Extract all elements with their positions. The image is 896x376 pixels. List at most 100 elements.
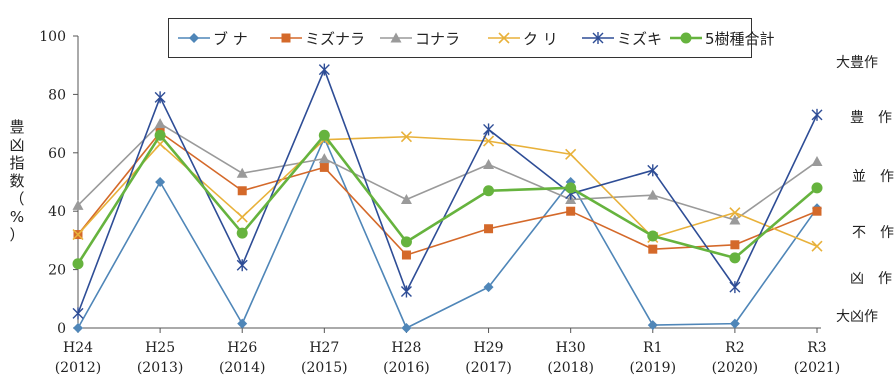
yield-band-label: 豊 作 — [850, 110, 892, 126]
data-point — [401, 323, 412, 333]
data-point — [237, 186, 247, 196]
y-axis-label-char: 指 — [9, 154, 25, 172]
data-point — [318, 153, 330, 164]
series-layer — [72, 63, 823, 333]
legend-swatch-marker — [498, 32, 510, 44]
data-point — [401, 250, 411, 260]
data-point — [811, 108, 823, 121]
data-point — [400, 194, 412, 205]
legend-swatch — [488, 32, 520, 44]
data-point — [811, 182, 823, 194]
legend-swatch-marker — [281, 33, 291, 43]
series-line — [77, 68, 818, 314]
data-point — [730, 240, 740, 250]
y-tick-label: 80 — [48, 87, 66, 103]
y-axis-label-char: ） — [9, 226, 25, 244]
x-tick-year-label: (2013) — [137, 360, 184, 376]
data-point — [237, 318, 248, 329]
data-point — [565, 182, 577, 194]
legend-item: ク リ — [487, 19, 558, 57]
legend-item: 5樹種合計 — [669, 19, 775, 57]
data-point — [647, 164, 659, 177]
y-tick-label: 60 — [48, 146, 66, 162]
series-line — [76, 133, 818, 265]
data-point — [72, 228, 84, 241]
x-tick-year-label: (2017) — [465, 360, 512, 376]
series-line — [77, 137, 818, 329]
data-point — [73, 323, 83, 333]
data-point — [318, 129, 330, 141]
y-axis-label: 豊凶指数（%） — [6, 118, 28, 244]
x-tick-label: H29 — [474, 340, 504, 356]
data-point — [729, 214, 741, 225]
data-point — [72, 307, 84, 320]
data-point — [484, 224, 494, 234]
data-point — [729, 318, 740, 329]
data-point — [566, 206, 576, 216]
x-tick-label: H28 — [391, 340, 421, 356]
axes: 0 20 40 60 80 100 H24 (2012) H25 (2013) H26 (2014) H… — [39, 29, 840, 376]
data-point — [812, 206, 822, 216]
data-point — [648, 244, 658, 254]
data-point — [483, 185, 495, 197]
legend-label: 5樹種合計 — [705, 29, 775, 48]
y-axis-label-char: 豊 — [9, 118, 25, 136]
y-axis-label-char: 凶 — [9, 136, 25, 154]
legend-item: ミズキ — [581, 19, 662, 57]
yield-band-label: 大凶作 — [836, 309, 878, 325]
x-tick-label: R3 — [807, 340, 826, 356]
legend-swatch — [582, 32, 614, 44]
data-point — [400, 236, 412, 248]
data-point — [319, 162, 329, 172]
x-tick-year-label: (2021) — [794, 360, 841, 376]
x-tick-year-label: (2015) — [301, 360, 348, 376]
legend-swatch-marker — [592, 32, 604, 44]
x-tick-label: H25 — [145, 340, 175, 356]
data-point — [236, 227, 248, 239]
series-3 — [72, 118, 823, 225]
data-point — [647, 189, 659, 200]
y-tick-label: 40 — [48, 204, 66, 220]
legend-label: ミズナラ — [305, 29, 366, 48]
series-6 — [72, 129, 823, 270]
data-point — [647, 230, 659, 242]
yield-band-label: 凶 作 — [850, 271, 892, 287]
legend-swatch-marker — [189, 33, 199, 43]
data-point — [72, 199, 84, 210]
yield-band-label: 大豊作 — [836, 55, 878, 71]
data-point — [236, 259, 248, 272]
series-2 — [73, 127, 822, 260]
data-point — [400, 131, 413, 143]
x-tick-label: H26 — [227, 340, 257, 356]
data-point — [729, 207, 741, 219]
yield-band-label: 並 作 — [852, 169, 894, 185]
legend-label: ク リ — [523, 29, 558, 48]
series-line — [77, 122, 818, 221]
data-point — [811, 156, 823, 167]
data-point — [811, 240, 823, 252]
data-point — [729, 281, 741, 294]
legend-item: ブ ナ — [177, 19, 248, 57]
x-tick-label: H27 — [309, 340, 339, 356]
data-point — [154, 118, 166, 129]
data-point — [483, 158, 495, 169]
legend-swatch — [270, 33, 302, 43]
series-line — [77, 131, 818, 256]
x-tick-label: R2 — [725, 340, 744, 356]
y-axis-label-char: % — [9, 208, 25, 226]
y-axis-label-char: （ — [9, 190, 25, 208]
y-tick-label: 20 — [48, 263, 66, 279]
legend-swatch — [380, 32, 412, 43]
legend-swatch-marker — [390, 32, 402, 43]
legend: ブ ナ ミズナラ コナラ ク リ ミズキ 5樹種合計 — [168, 18, 775, 58]
series-5 — [72, 63, 823, 320]
legend-item: ミズナラ — [269, 19, 365, 57]
y-axis-label-char: 数 — [9, 172, 25, 190]
data-point — [729, 252, 741, 264]
data-point — [155, 177, 166, 187]
legend-label: コナラ — [415, 29, 461, 48]
y-tick-label: 100 — [39, 29, 66, 45]
x-tick-year-label: (2016) — [383, 360, 430, 376]
legend-label: ブ ナ — [213, 29, 248, 48]
